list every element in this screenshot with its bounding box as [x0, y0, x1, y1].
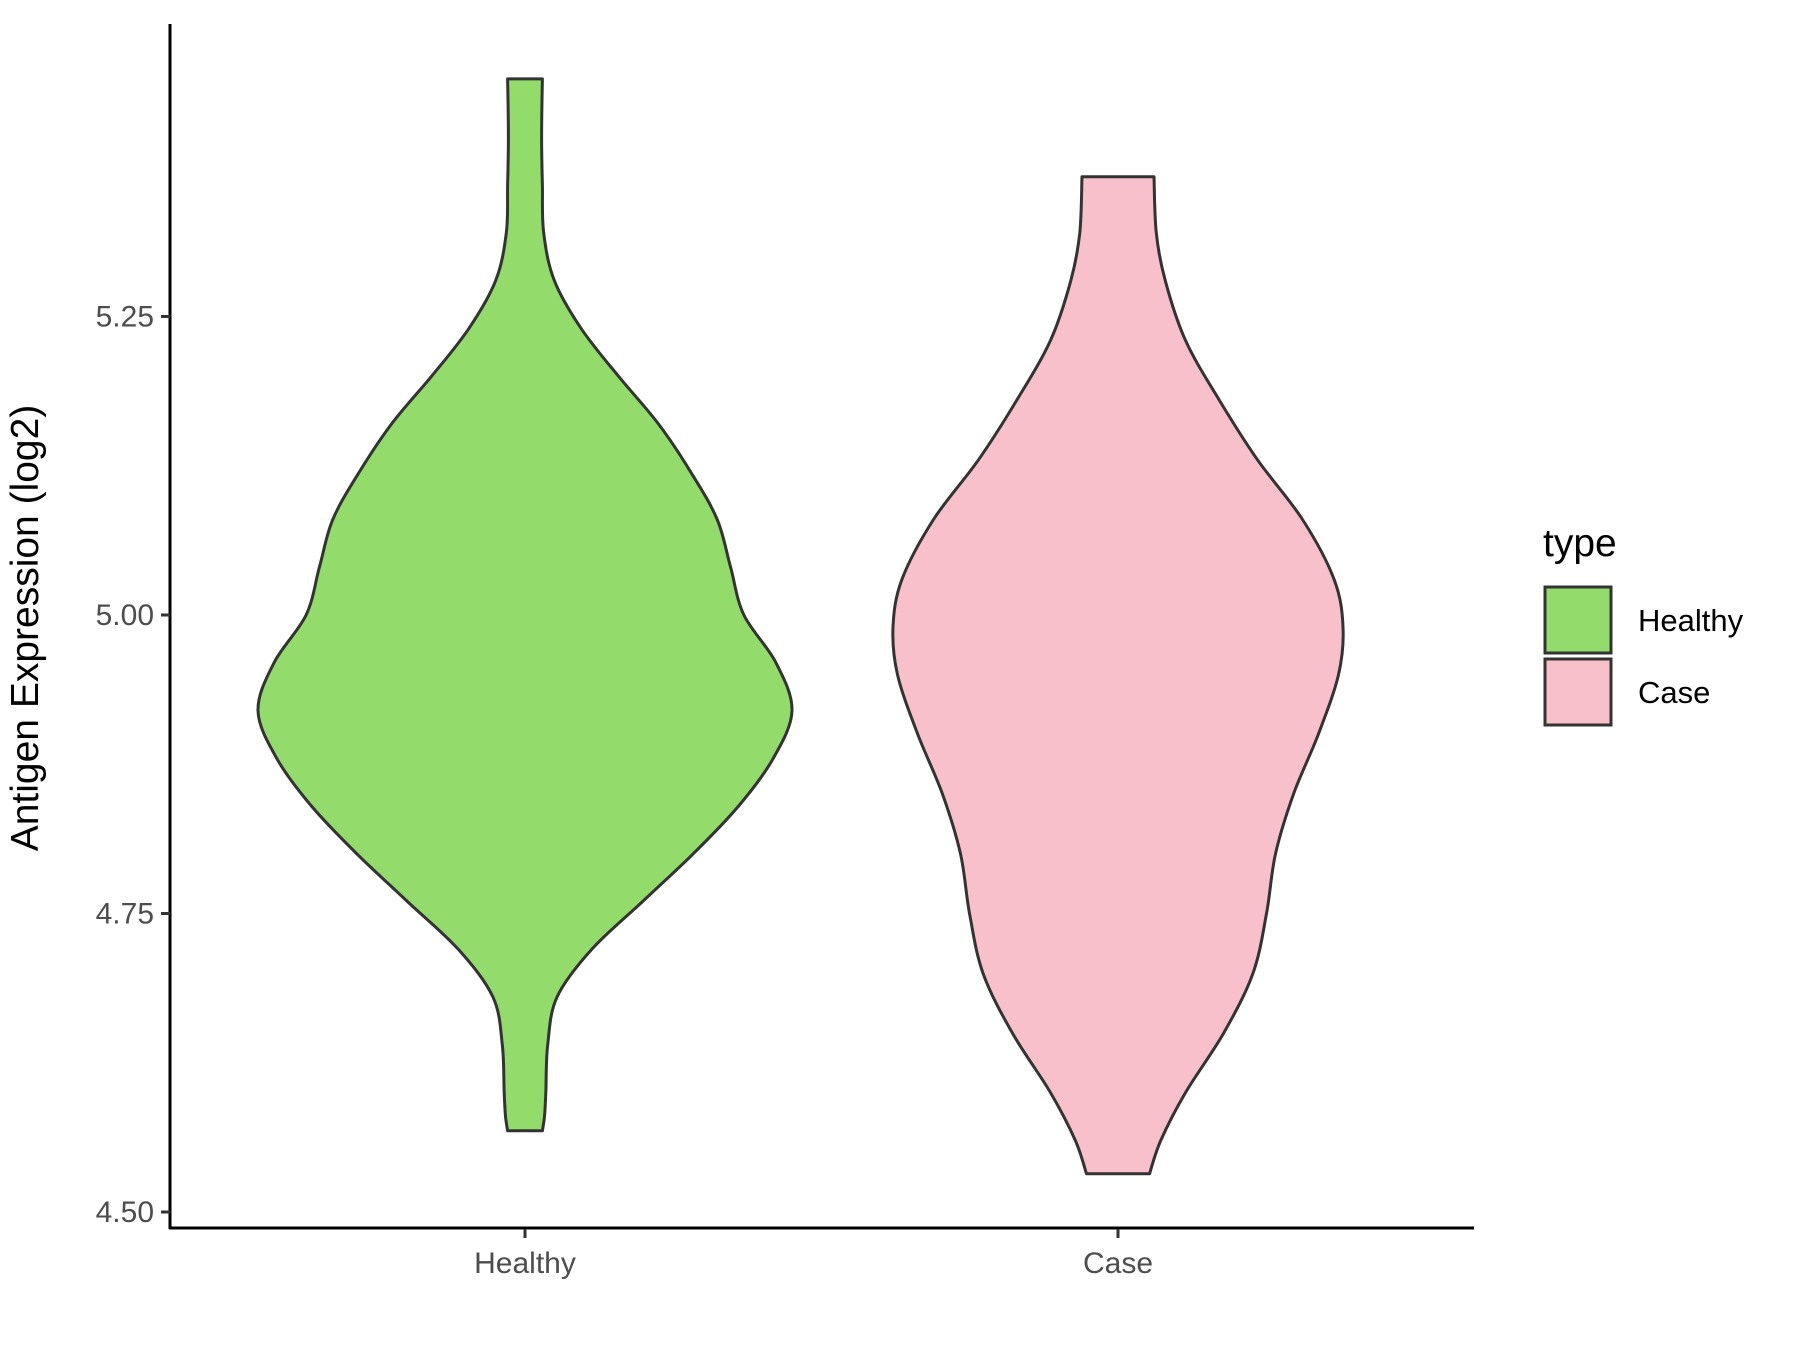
x-axis-ticks: Healthy Case	[474, 1229, 1153, 1280]
y-tick-label: 5.00	[96, 599, 154, 632]
legend: Healthy Case	[1543, 585, 1744, 727]
y-tick-label: 5.25	[96, 301, 154, 334]
y-axis-title: Antigen Expression (log2)	[4, 405, 47, 852]
legend-swatch-healthy	[1543, 585, 1613, 655]
y-tick-label: 4.75	[96, 898, 154, 931]
x-tick-label: Healthy	[474, 1247, 576, 1280]
y-tick-label: 4.50	[96, 1196, 154, 1229]
violins-layer	[256, 77, 1345, 1176]
x-tick-label: Case	[1083, 1247, 1153, 1280]
legend-label-case: Case	[1638, 675, 1710, 710]
legend-swatch-case	[1543, 657, 1613, 727]
violin-healthy	[256, 77, 794, 1133]
legend-title: type	[1543, 522, 1617, 565]
legend-label-healthy: Healthy	[1638, 603, 1744, 638]
violin-case	[891, 175, 1345, 1176]
y-axis-ticks: 4.50 4.75 5.00 5.25	[96, 301, 170, 1229]
